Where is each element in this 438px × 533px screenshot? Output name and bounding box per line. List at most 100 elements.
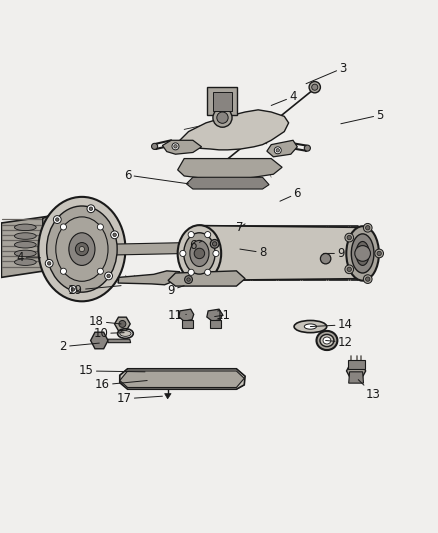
Circle shape [47, 262, 51, 265]
Text: 12: 12 [325, 336, 353, 349]
Circle shape [375, 249, 384, 258]
Text: 18: 18 [89, 315, 121, 328]
Circle shape [45, 260, 53, 267]
Circle shape [217, 112, 228, 123]
Circle shape [213, 251, 219, 256]
Circle shape [309, 82, 321, 93]
Text: 9: 9 [323, 247, 345, 260]
Ellipse shape [14, 259, 36, 265]
Polygon shape [349, 372, 364, 383]
Circle shape [107, 274, 110, 278]
Circle shape [347, 267, 351, 271]
Circle shape [56, 218, 59, 221]
Text: 6: 6 [124, 168, 188, 184]
Polygon shape [210, 320, 221, 328]
Polygon shape [120, 369, 245, 389]
FancyBboxPatch shape [213, 92, 232, 111]
Text: 4: 4 [271, 90, 297, 106]
Circle shape [187, 278, 190, 281]
Text: 3: 3 [306, 61, 347, 84]
Circle shape [345, 233, 353, 242]
Circle shape [274, 147, 281, 154]
FancyBboxPatch shape [207, 87, 237, 115]
Circle shape [69, 286, 77, 293]
Ellipse shape [14, 250, 36, 257]
Circle shape [188, 269, 194, 276]
Circle shape [180, 251, 186, 256]
Ellipse shape [184, 233, 215, 274]
Polygon shape [82, 243, 188, 256]
Circle shape [60, 268, 67, 274]
Text: 17: 17 [117, 392, 162, 405]
Circle shape [276, 149, 279, 152]
Circle shape [89, 207, 93, 211]
Polygon shape [348, 360, 365, 369]
Ellipse shape [47, 206, 117, 292]
Circle shape [119, 320, 126, 327]
Text: 4: 4 [16, 251, 41, 264]
Ellipse shape [323, 337, 331, 344]
Circle shape [347, 236, 351, 240]
Polygon shape [43, 206, 71, 282]
Circle shape [377, 251, 381, 256]
Text: 15: 15 [79, 365, 145, 377]
Ellipse shape [294, 320, 327, 333]
Circle shape [210, 239, 219, 248]
Circle shape [111, 231, 119, 239]
Circle shape [87, 205, 95, 213]
Polygon shape [108, 339, 131, 343]
Polygon shape [1, 216, 51, 277]
Polygon shape [178, 158, 282, 180]
Circle shape [113, 233, 117, 237]
Text: 6: 6 [280, 187, 301, 201]
Circle shape [304, 145, 311, 151]
Circle shape [53, 216, 61, 223]
Circle shape [60, 224, 67, 230]
Polygon shape [165, 393, 171, 399]
Text: 5: 5 [341, 109, 384, 124]
Circle shape [185, 276, 192, 284]
Ellipse shape [356, 241, 369, 265]
Polygon shape [182, 320, 193, 328]
Circle shape [97, 268, 103, 274]
Circle shape [312, 84, 318, 90]
Ellipse shape [14, 233, 36, 239]
Circle shape [364, 223, 372, 232]
Circle shape [205, 231, 211, 238]
Text: 7: 7 [236, 221, 245, 234]
Circle shape [364, 274, 372, 284]
Text: 11: 11 [168, 309, 186, 322]
Polygon shape [207, 309, 223, 321]
Ellipse shape [120, 330, 131, 336]
Circle shape [71, 288, 74, 291]
Polygon shape [346, 362, 366, 380]
Polygon shape [115, 317, 130, 331]
Polygon shape [162, 140, 201, 154]
Polygon shape [120, 371, 244, 387]
Circle shape [355, 246, 371, 261]
Text: 13: 13 [358, 379, 381, 401]
Circle shape [174, 144, 177, 148]
Circle shape [205, 269, 211, 276]
Circle shape [212, 241, 217, 246]
Circle shape [213, 108, 232, 127]
Text: 2: 2 [60, 340, 99, 353]
Circle shape [152, 143, 158, 149]
Circle shape [97, 224, 103, 230]
Ellipse shape [178, 225, 221, 282]
Ellipse shape [190, 240, 209, 266]
Circle shape [366, 277, 370, 281]
Circle shape [105, 272, 113, 280]
Ellipse shape [304, 324, 317, 329]
Ellipse shape [69, 233, 95, 265]
Polygon shape [118, 271, 180, 285]
Ellipse shape [14, 224, 36, 231]
Text: 11: 11 [215, 309, 231, 322]
Ellipse shape [351, 234, 374, 273]
Ellipse shape [56, 217, 108, 281]
Polygon shape [179, 309, 194, 321]
Circle shape [321, 254, 331, 264]
Text: 16: 16 [95, 378, 147, 391]
Polygon shape [267, 140, 297, 157]
Polygon shape [199, 225, 358, 280]
